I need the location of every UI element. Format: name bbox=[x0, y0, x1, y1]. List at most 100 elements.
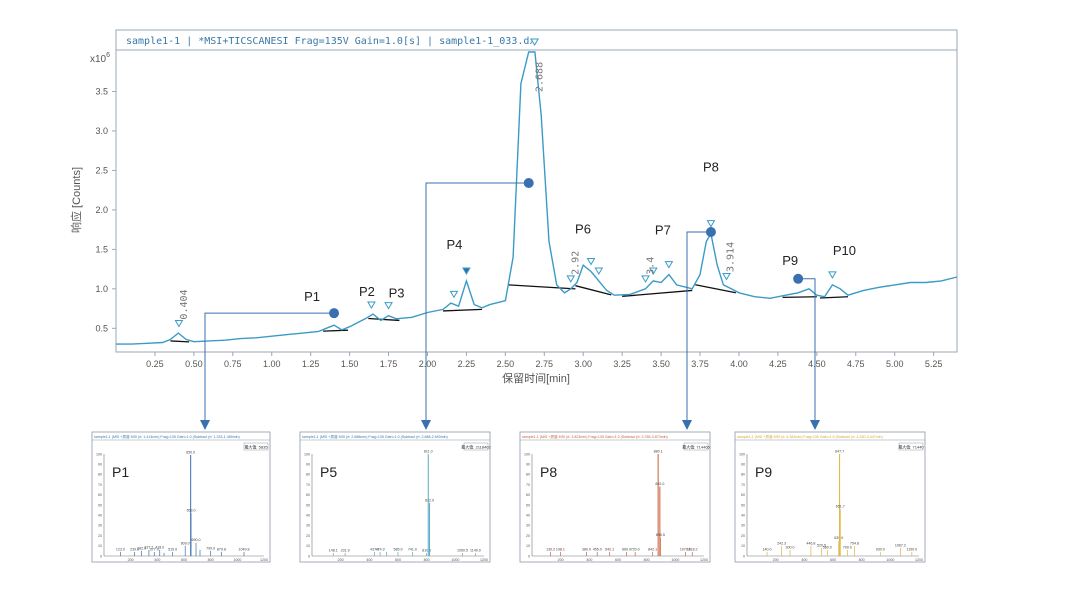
spectrum-x-tick: 1000 bbox=[671, 558, 679, 562]
spectrum-peak-label: 880.1 bbox=[654, 450, 663, 454]
spectrum-x-tick: 400 bbox=[801, 558, 807, 562]
baseline-segment bbox=[622, 289, 693, 297]
spectrum-peak-label: 895.5 bbox=[656, 533, 665, 537]
spectrum-y-tick: 40 bbox=[98, 514, 102, 518]
spectrum-peak-label: 1140.0 bbox=[470, 548, 481, 552]
x-tick-label: 4.75 bbox=[847, 359, 865, 369]
peak-triangle bbox=[174, 320, 184, 328]
spectrum-peak-label: 741.0 bbox=[408, 547, 417, 551]
spectrum-y-tick: 100 bbox=[96, 452, 102, 456]
x-tick-label: 1.25 bbox=[302, 359, 320, 369]
spectrum-peak-label: 650.0 bbox=[186, 451, 195, 455]
callout-connectors bbox=[200, 178, 820, 430]
spectrum-peak-label: 1067.2 bbox=[895, 543, 906, 547]
spectrum-header: sample1-1 (MSI +质谱 MSI (rt: 4.381min) Fr… bbox=[737, 434, 883, 439]
spectrum-peak-label: 653.0 bbox=[187, 509, 196, 513]
baseline-segment bbox=[782, 296, 817, 299]
spectrum-y-tick: 20 bbox=[306, 534, 310, 538]
spectrum-x-tick: 400 bbox=[366, 558, 372, 562]
x-tick-label: 3.00 bbox=[574, 359, 592, 369]
spectrum-y-tick: 50 bbox=[526, 503, 530, 507]
spectrum-x-tick: 1000 bbox=[886, 558, 894, 562]
spectrum-peak-label: 418.0 bbox=[155, 545, 164, 549]
y-tick-label: 1.0 bbox=[95, 284, 108, 294]
spectrum-peak-label: 810.0 bbox=[422, 548, 431, 552]
spectrum-y-tick: 0 bbox=[743, 554, 745, 558]
spectrum-peak-label: 474.9 bbox=[376, 547, 385, 551]
spectrum-peak-label: 1049.8 bbox=[239, 547, 250, 551]
spectrum-panel-label: P5 bbox=[320, 464, 337, 480]
spectrum-y-tick: 40 bbox=[306, 514, 310, 518]
x-tick-label: 3.50 bbox=[652, 359, 670, 369]
spectrum-peak-label: 799.0 bbox=[206, 546, 215, 550]
spectrum-x-tick: 800 bbox=[859, 558, 865, 562]
peak-triangle bbox=[641, 275, 650, 283]
peak-label-p6: P6 bbox=[575, 221, 591, 236]
spectrum-x-tick: 200 bbox=[773, 558, 779, 562]
spectrum-header: sample1-1 (MSI +质谱 MSI (rt: 2.688min) Fr… bbox=[302, 434, 448, 439]
spectrum-x-tick: 1000 bbox=[451, 558, 459, 562]
spectrum-peak-label: 1070.0 bbox=[680, 547, 691, 551]
spectrum-y-tick: 60 bbox=[98, 493, 102, 497]
mass-spectra-panels: sample1-1 (MSI +质谱 MSI (rt: 1.414min) Fr… bbox=[91, 431, 926, 563]
connector-line bbox=[204, 312, 335, 422]
spectrum-peak-label: 242.3 bbox=[777, 541, 786, 545]
spectrum-peak-label: 1050.5 bbox=[457, 548, 468, 552]
spectrum-x-tick: 400 bbox=[154, 558, 160, 562]
peak-rt-label: 2.92 bbox=[571, 251, 582, 275]
max-badge bbox=[683, 442, 709, 451]
max-badge bbox=[898, 442, 924, 451]
spectrum-peak-label: 651.7 bbox=[836, 505, 845, 509]
spectrum-peak-label: 647.7 bbox=[835, 450, 844, 454]
spectrum-peak-label: 892.0 bbox=[655, 482, 664, 486]
peak-triangle bbox=[449, 290, 459, 299]
spectrum-x-tick: 200 bbox=[128, 558, 134, 562]
spectrum-peak-label: 560.0 bbox=[823, 545, 832, 549]
peak-label-p9: P9 bbox=[782, 253, 798, 268]
connector-line bbox=[798, 278, 816, 422]
spectrum-peak-label: 455.0 bbox=[593, 547, 602, 551]
connector-dot bbox=[793, 273, 804, 284]
spectrum-peak-label: 811.0 bbox=[424, 450, 433, 454]
peak-label-p8: P8 bbox=[703, 160, 719, 175]
x-tick-label: 4.50 bbox=[808, 359, 826, 369]
peak-label-p2: P2 bbox=[359, 284, 375, 299]
y-multiplier-base: x10 bbox=[90, 54, 107, 65]
peak-triangle bbox=[594, 267, 604, 275]
y-tick-label: 3.0 bbox=[95, 126, 108, 136]
spectrum-y-tick: 90 bbox=[741, 463, 745, 467]
peak-rt-label: 0.404 bbox=[179, 289, 190, 319]
spectrum-y-tick: 30 bbox=[526, 524, 530, 528]
spectrum-panel-p1: sample1-1 (MSI +质谱 MSI (rt: 1.414min) Fr… bbox=[91, 431, 271, 563]
peak-label-p1: P1 bbox=[304, 289, 320, 304]
spectrum-y-tick: 50 bbox=[741, 503, 745, 507]
spectrum-y-tick: 60 bbox=[526, 493, 530, 497]
spectrum-y-tick: 90 bbox=[98, 463, 102, 467]
peak-triangle bbox=[384, 302, 393, 310]
spectrum-y-tick: 10 bbox=[526, 544, 530, 548]
y-axis-label: 响应 [Counts] bbox=[69, 167, 83, 233]
spectrum-y-tick: 20 bbox=[526, 534, 530, 538]
spectrum-y-tick: 70 bbox=[98, 483, 102, 487]
spectrum-panel-label: P8 bbox=[540, 464, 557, 480]
peak-triangle bbox=[648, 267, 658, 275]
spectrum-peak-label: 520.5 bbox=[817, 543, 826, 547]
tic-trace bbox=[116, 51, 958, 345]
spectrum-x-tick: 600 bbox=[395, 558, 401, 562]
spectrum-peak-label: 140.0 bbox=[763, 547, 772, 551]
x-tick-label: 1.00 bbox=[263, 359, 281, 369]
max-badge bbox=[463, 442, 489, 451]
spectrum-panel-label: P1 bbox=[112, 464, 129, 480]
spectrum-peak-label: 720.0 bbox=[631, 547, 640, 551]
spectrum-y-tick: 90 bbox=[526, 463, 530, 467]
x-tick-label: 0.25 bbox=[146, 359, 164, 369]
peak-label-p4: P4 bbox=[446, 237, 462, 252]
spectrum-header: sample1-1 (MSI +质谱 MSI (rt: 1.414min) Fr… bbox=[94, 434, 240, 439]
spectrum-peak-label: 1118.2 bbox=[687, 547, 697, 551]
spectrum-peak-label: 230.0 bbox=[130, 547, 139, 551]
spectrum-y-tick: 100 bbox=[524, 452, 530, 456]
spectrum-peak-label: 446.8 bbox=[806, 541, 815, 545]
x-tick-label: 3.25 bbox=[613, 359, 631, 369]
spectrum-peak-label: 231.9 bbox=[341, 548, 350, 552]
